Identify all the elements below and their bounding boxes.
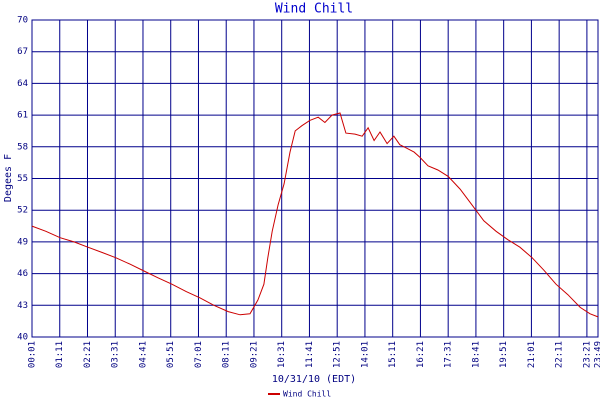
- y-tick-label: 58: [17, 142, 28, 152]
- x-tick-label: 02:21: [83, 341, 93, 368]
- y-tick-label: 46: [17, 269, 28, 279]
- x-tick-label: 10:31: [277, 341, 287, 368]
- x-tick-label: 03:31: [111, 341, 121, 368]
- x-tick-label: 09:21: [249, 341, 259, 368]
- x-tick-label: 15:11: [388, 341, 398, 368]
- y-tick-label: 55: [17, 174, 28, 184]
- x-tick-label: 08:11: [222, 341, 232, 368]
- y-tick-label: 43: [17, 301, 28, 311]
- x-axis-label: 10/31/10 (EDT): [272, 374, 356, 385]
- y-tick-label: 52: [17, 206, 28, 216]
- x-tick-label: 00:01: [28, 341, 38, 368]
- x-tick-label: 12:51: [333, 341, 343, 368]
- x-tick-label: 21:01: [527, 341, 537, 368]
- y-tick-label: 61: [17, 111, 28, 121]
- x-tick-label: 14:01: [360, 341, 370, 368]
- y-axis-label: Degees F: [3, 154, 14, 202]
- data-line: [31, 112, 599, 318]
- x-tick-label: 22:11: [555, 341, 565, 368]
- y-tick-label: 64: [17, 79, 28, 89]
- y-tick-label: 70: [17, 16, 28, 26]
- x-tick-label: 01:11: [55, 341, 65, 368]
- x-tick-label: 11:41: [305, 341, 315, 368]
- x-tick-label: 23:49: [594, 341, 600, 368]
- x-tick-label: 19:51: [499, 341, 509, 368]
- chart-title: Wind Chill: [275, 2, 353, 17]
- x-tick-label: 04:41: [138, 341, 148, 368]
- x-tick-label: 17:31: [444, 341, 454, 368]
- y-tick-label: 67: [17, 47, 28, 57]
- x-tick-label: 07:01: [194, 341, 204, 368]
- legend-label: Wind Chill: [283, 390, 331, 399]
- y-tick-label: 40: [17, 333, 28, 343]
- x-tick-label: 05:51: [166, 341, 176, 368]
- x-tick-label: 23:21: [582, 341, 592, 368]
- y-tick-label: 49: [17, 237, 28, 247]
- x-tick-label: 18:41: [471, 341, 481, 368]
- x-tick-label: 16:21: [416, 341, 426, 368]
